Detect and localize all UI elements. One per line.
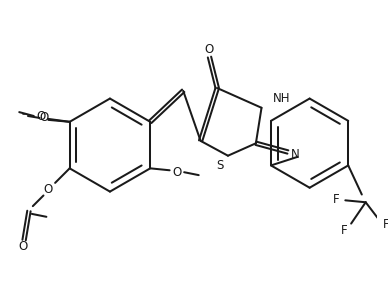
Text: O: O <box>40 112 49 124</box>
Text: O: O <box>173 166 182 179</box>
Text: N: N <box>291 148 300 161</box>
Text: F: F <box>333 193 340 206</box>
Text: NH: NH <box>273 91 291 105</box>
Text: S: S <box>217 159 224 172</box>
Text: O: O <box>44 183 53 196</box>
Text: O: O <box>19 240 28 253</box>
Text: F: F <box>341 224 348 237</box>
Text: –: – <box>21 111 26 119</box>
Text: O: O <box>36 110 45 124</box>
Text: F: F <box>383 218 388 231</box>
Text: O: O <box>205 43 214 56</box>
